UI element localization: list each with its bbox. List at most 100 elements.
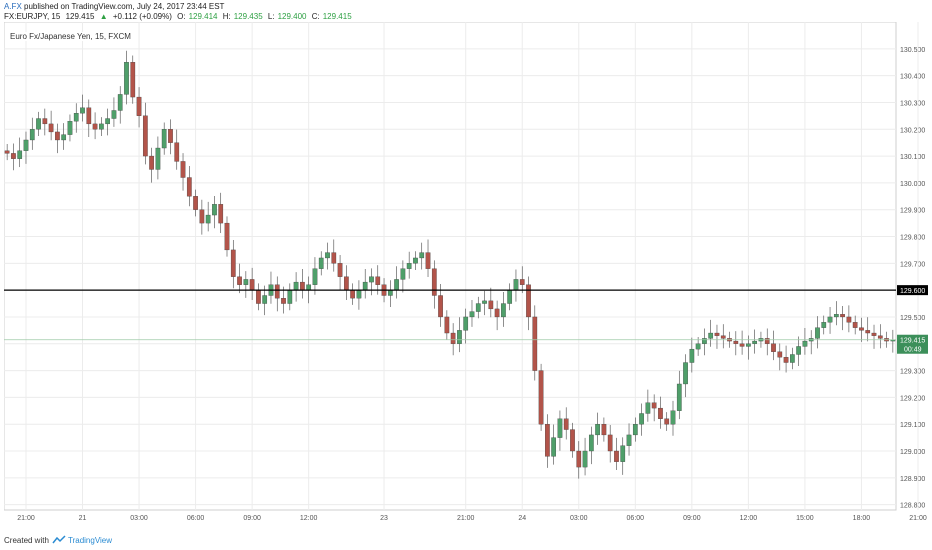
candle-body [293,281,299,291]
y-tick-label: 129.100 [900,422,925,429]
y-tick-label: 130.200 [900,127,925,134]
candle-body [739,343,745,347]
candle-body [413,257,418,264]
close-value: 129.415 [322,12,352,21]
candle-body [783,357,789,363]
candle-body [645,402,651,414]
author-link[interactable]: A.FX [4,2,22,11]
candle-body [720,335,726,339]
candle-body [337,263,343,277]
candle-body [331,252,337,264]
candle-body [11,153,16,159]
low-value: 129.400 [277,12,307,21]
candle-body [230,249,236,277]
candle-body [186,177,192,197]
candle-body [406,263,412,269]
candle-body [588,434,594,452]
chart-area[interactable]: 130.500 130.400 130.300 130.200 130.100 130.0… [4,22,928,525]
x-tick-label: 03:00 [130,515,148,522]
candle-body [155,147,161,170]
candle-body [224,222,230,251]
candle-body [67,121,73,135]
candle-body [501,303,506,318]
candle-body [450,332,456,344]
candle-body [764,338,770,344]
publish-info: A.FX published on TradingView.com, July … [4,2,224,11]
candle-body [387,289,393,296]
candle-body [17,150,23,159]
y-tick-label: 129.900 [900,208,925,215]
candle-body [312,268,318,285]
candle-body [746,343,751,347]
candle-body [300,281,305,291]
candle-body [626,434,632,446]
candle-body [639,413,644,425]
x-tick-label: 21 [79,515,87,522]
series-legend: Euro Fx/Japanese Yen, 15, FXCM [8,32,133,41]
close-label: C: [311,12,320,21]
high-value: 129.435 [233,12,263,21]
candle-body [557,418,563,438]
x-tick-label: 06:00 [187,515,205,522]
chart-header: A.FX published on TradingView.com, July … [0,0,932,22]
x-tick-label: 18:00 [853,515,871,522]
footer: Created with TradingView [0,531,932,550]
candle-body [620,445,626,462]
candle-body [676,383,682,411]
y-tick-label: 129.300 [900,369,925,376]
candle-body [444,316,450,334]
candle-body [519,279,525,285]
candle-body [73,113,79,122]
candlestick-chart[interactable]: 130.500 130.400 130.300 130.200 130.100 130.0… [4,22,928,525]
candle-body [344,276,349,291]
candle-body [475,303,481,312]
candle-body [752,340,758,344]
candle-body [243,279,249,285]
candle-body [538,370,544,425]
candle-body [431,268,437,296]
x-tick-label: 23 [380,515,388,522]
candle-body [689,348,695,363]
y-tick-label: 128.800 [900,503,925,510]
candle-body [833,314,839,318]
high-label: H: [222,12,231,21]
symbol-label: FX:EURJPY, 15 [4,12,61,21]
tradingview-brand-link[interactable]: TradingView [68,536,113,545]
countdown-label: 00:49 [904,347,922,354]
support-price-tag [897,285,928,296]
candle-body [802,340,808,347]
candle-body [513,279,519,291]
y-tick-label: 130.300 [900,100,925,107]
candle-body [23,139,29,151]
open-label: O: [177,12,186,21]
candle-body [142,115,148,157]
x-tick-label: 06:00 [627,515,645,522]
x-tick-label: 21:00 [909,515,927,522]
candle-body [394,279,399,291]
current-price-tag [897,334,928,354]
candle-body [111,110,117,119]
candle-body [683,362,688,385]
candle-body [274,284,280,299]
x-tick-label: 03:00 [570,515,588,522]
symbol-info: FX:EURJPY, 15 129.415 ▲ +0.112 (+0.09%) … [4,12,355,21]
candle-body [871,332,877,336]
candle-body [545,424,550,457]
candle-body [174,142,180,162]
y-tick-label: 129.200 [900,395,925,402]
candle-body [651,402,657,409]
candle-body [199,209,205,224]
candle-body [463,316,469,331]
candle-body [846,316,852,323]
candle-body [840,314,845,318]
candle-body [369,276,374,283]
candle-body [796,346,801,355]
candle-body [168,129,173,143]
candle-body [526,284,531,318]
candle-body [287,289,293,304]
x-tick-label: 15:00 [796,515,814,522]
candle-body [865,330,871,334]
candle-body [400,268,406,280]
candle-body [494,308,500,318]
candle-body [507,289,513,304]
